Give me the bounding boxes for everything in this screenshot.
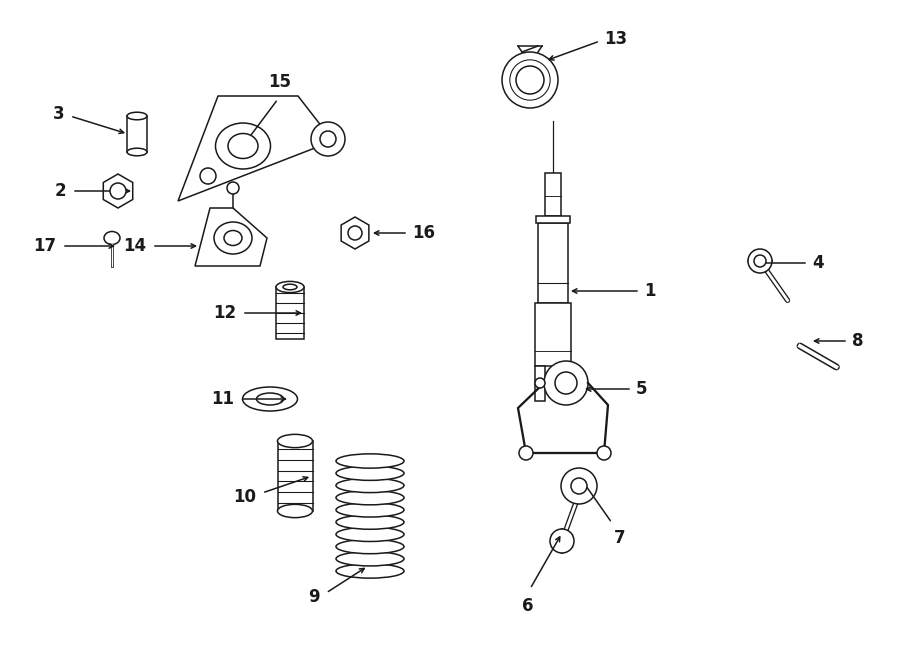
- Circle shape: [550, 529, 574, 553]
- Text: 12: 12: [213, 304, 236, 322]
- Ellipse shape: [336, 515, 404, 529]
- Bar: [545, 173, 561, 216]
- Bar: [538, 223, 568, 303]
- Circle shape: [555, 372, 577, 394]
- Ellipse shape: [336, 454, 404, 468]
- Bar: [536, 216, 570, 223]
- Ellipse shape: [336, 503, 404, 517]
- Circle shape: [754, 255, 766, 267]
- Polygon shape: [341, 217, 369, 249]
- Circle shape: [348, 226, 362, 240]
- Text: 9: 9: [309, 588, 320, 606]
- Ellipse shape: [242, 387, 298, 411]
- Bar: [535, 303, 571, 366]
- Ellipse shape: [277, 434, 312, 447]
- Circle shape: [571, 478, 587, 494]
- Ellipse shape: [127, 112, 147, 120]
- Circle shape: [748, 249, 772, 273]
- Ellipse shape: [336, 479, 404, 492]
- Text: 1: 1: [644, 282, 655, 300]
- Circle shape: [311, 122, 345, 156]
- Circle shape: [227, 182, 239, 194]
- Bar: [276, 287, 304, 339]
- Ellipse shape: [336, 466, 404, 481]
- Ellipse shape: [127, 148, 147, 156]
- Text: 13: 13: [604, 30, 627, 48]
- Bar: [127, 116, 147, 152]
- Polygon shape: [104, 174, 132, 208]
- Ellipse shape: [336, 539, 404, 554]
- Text: 4: 4: [812, 254, 824, 272]
- Ellipse shape: [215, 123, 271, 169]
- Ellipse shape: [336, 490, 404, 505]
- Ellipse shape: [336, 564, 404, 578]
- Circle shape: [200, 168, 216, 184]
- Text: 5: 5: [636, 380, 647, 398]
- Bar: [535, 366, 545, 401]
- Text: 17: 17: [33, 237, 56, 255]
- Ellipse shape: [214, 222, 252, 254]
- Text: 16: 16: [412, 224, 435, 242]
- Ellipse shape: [336, 527, 404, 541]
- Ellipse shape: [224, 231, 242, 245]
- Ellipse shape: [104, 231, 120, 245]
- Polygon shape: [178, 96, 333, 201]
- Circle shape: [110, 183, 126, 199]
- Polygon shape: [195, 208, 267, 266]
- Text: 2: 2: [54, 182, 66, 200]
- Circle shape: [519, 446, 533, 460]
- Text: 7: 7: [614, 529, 626, 547]
- Text: 6: 6: [522, 597, 534, 615]
- Text: 8: 8: [852, 332, 863, 350]
- Text: 14: 14: [123, 237, 146, 255]
- Ellipse shape: [336, 552, 404, 566]
- Circle shape: [544, 361, 588, 405]
- Text: 3: 3: [52, 105, 64, 123]
- Circle shape: [320, 131, 336, 147]
- Bar: [277, 441, 312, 511]
- Ellipse shape: [228, 134, 258, 159]
- Ellipse shape: [283, 284, 297, 290]
- Circle shape: [516, 66, 544, 94]
- Circle shape: [502, 52, 558, 108]
- Ellipse shape: [256, 393, 284, 405]
- Ellipse shape: [276, 282, 304, 293]
- Text: 15: 15: [268, 73, 292, 91]
- Circle shape: [535, 378, 545, 388]
- Ellipse shape: [277, 504, 312, 518]
- Text: 10: 10: [233, 488, 256, 506]
- Circle shape: [597, 446, 611, 460]
- Text: 11: 11: [211, 390, 234, 408]
- Circle shape: [561, 468, 597, 504]
